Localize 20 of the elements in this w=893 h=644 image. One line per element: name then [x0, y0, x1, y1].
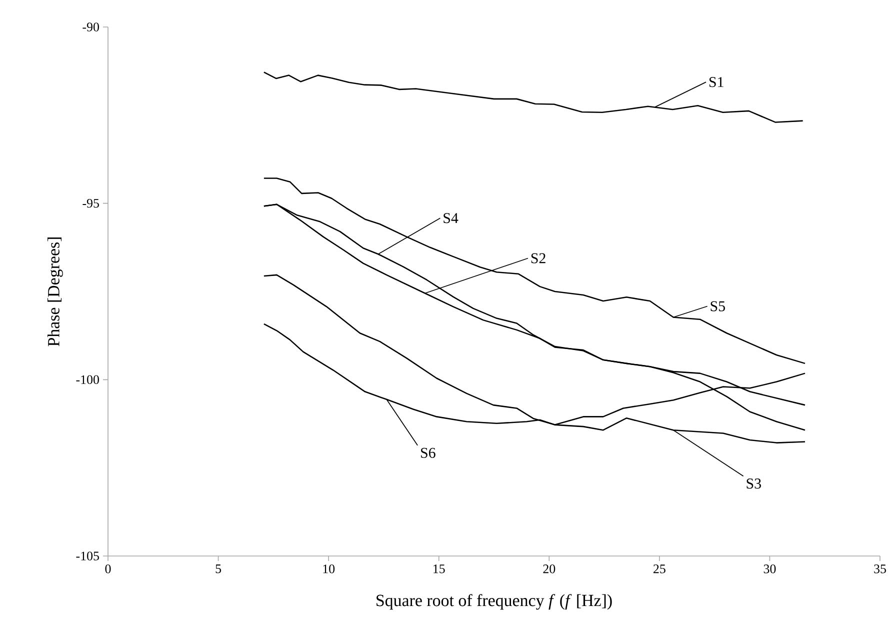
annotation: S5 [710, 301, 725, 312]
y-tick-label: -105 [76, 552, 99, 560]
x-tick-label: 0 [105, 564, 111, 574]
x-axis-title: Square root of frequency f (f [Hz]) [376, 594, 612, 610]
x-tick-label: 15 [434, 564, 445, 574]
x-tick-label: 10 [323, 564, 335, 574]
x-tick-label: 25 [654, 564, 666, 574]
y-tick-label: -95 [82, 198, 99, 208]
y-tick-label: -100 [76, 375, 99, 384]
y-tick-label: -90 [82, 22, 99, 32]
annotation: S4 [444, 213, 458, 224]
x-tick-label: 30 [764, 564, 776, 574]
x-tick-label: 35 [874, 564, 886, 574]
annotation: S3 [746, 478, 761, 489]
y-axis-title: Phase [Degrees] [47, 237, 63, 346]
annotation: S1 [709, 77, 724, 88]
annotation: S6 [421, 448, 436, 458]
x-tick-label: 20 [543, 564, 556, 574]
annotation: S2 [531, 253, 546, 264]
x-tick-label: 5 [216, 564, 222, 574]
